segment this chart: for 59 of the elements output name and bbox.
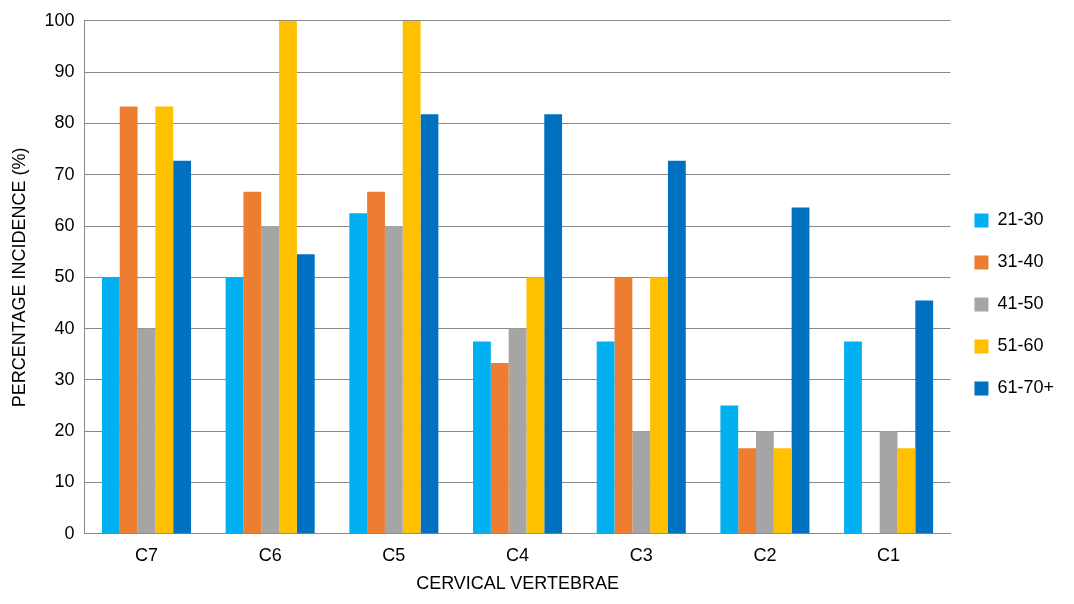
x-tick-label: C7 [134, 544, 158, 565]
y-tick-label: 20 [54, 420, 75, 441]
bar [296, 254, 315, 534]
y-tick-label: 100 [44, 9, 75, 30]
bar [791, 207, 810, 534]
x-tick-label: C4 [506, 544, 530, 565]
bar [225, 277, 244, 534]
x-tick-label: C6 [258, 544, 282, 565]
bar [596, 341, 615, 534]
bar [720, 405, 739, 534]
bar [261, 226, 280, 534]
x-tick-label: C1 [877, 544, 901, 565]
legend-label: 31-40 [997, 251, 1044, 272]
bar [667, 160, 686, 534]
bar [279, 20, 297, 534]
bar [155, 106, 174, 534]
bar [137, 328, 156, 534]
legend-label: 51-60 [997, 335, 1044, 356]
bar [243, 191, 262, 534]
y-tick-label: 0 [64, 522, 75, 543]
y-tick-label: 60 [54, 214, 75, 235]
bar [544, 114, 563, 534]
y-tick-label: 50 [54, 266, 75, 287]
bar [526, 277, 545, 534]
bar [756, 431, 774, 534]
x-tick-label: C5 [382, 544, 406, 565]
legend-label: 21-30 [997, 209, 1044, 230]
bar [490, 362, 509, 534]
bar [420, 114, 439, 534]
legend-label: 61-70+ [997, 377, 1055, 398]
bar [384, 226, 403, 534]
legend-label: 41-50 [997, 293, 1044, 314]
bar [473, 341, 491, 534]
x-tick-label: C3 [629, 544, 653, 565]
bar [367, 191, 385, 534]
y-tick-label: 70 [54, 163, 75, 184]
bar [614, 277, 633, 534]
bar [402, 20, 421, 534]
bar [349, 213, 368, 534]
bar [738, 448, 757, 534]
y-tick-label: 10 [54, 471, 75, 492]
bar [650, 277, 668, 534]
bar [773, 448, 792, 534]
bar [508, 328, 527, 534]
bar [897, 448, 916, 534]
bar [915, 300, 934, 534]
bar [879, 431, 898, 534]
y-tick-label: 40 [54, 317, 75, 338]
y-tick-label: 90 [54, 61, 75, 82]
x-tick-label: C2 [753, 544, 777, 565]
y-axis-title: PERCENTAGE INCIDENCE (%) [8, 147, 29, 408]
bar [173, 160, 191, 534]
bar [632, 431, 651, 534]
bar [119, 106, 138, 534]
y-tick-label: 30 [54, 368, 75, 389]
x-axis-title: CERVICAL VERTEBRAE [416, 573, 619, 594]
bar [844, 341, 862, 534]
bar [101, 277, 120, 534]
y-tick-label: 80 [54, 112, 75, 133]
